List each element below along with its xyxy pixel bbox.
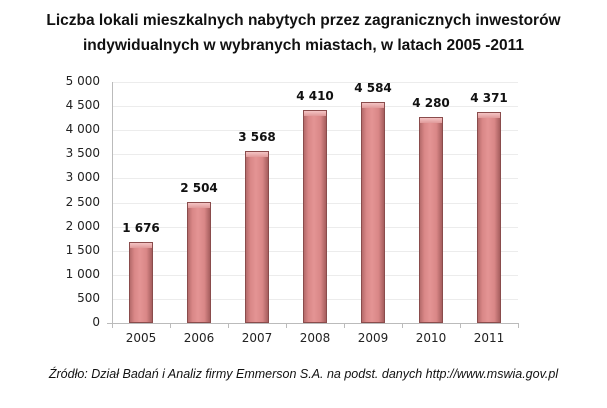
x-tick-mark	[286, 323, 287, 328]
x-tick-mark	[112, 323, 113, 328]
x-tick-mark	[228, 323, 229, 328]
y-axis	[112, 82, 113, 324]
bar-2005	[129, 242, 153, 323]
value-label: 4 410	[296, 89, 334, 103]
gridline	[112, 82, 518, 83]
chart-title-line-2: indywidualnych w wybranych miastach, w l…	[82, 37, 525, 54]
x-tick-mark	[344, 323, 345, 328]
y-tick-label: 1 500	[65, 243, 100, 257]
y-tick-label: 500	[77, 291, 100, 305]
x-tick-mark	[518, 323, 519, 328]
value-label: 4 371	[470, 91, 508, 105]
x-tick-label: 2008	[299, 331, 331, 345]
value-label: 4 584	[354, 81, 392, 95]
chart-title-line-1: Liczba lokali mieszkalnych nabytych prze…	[46, 12, 561, 29]
gridline	[112, 106, 518, 107]
bar-2009	[361, 102, 385, 323]
y-tick-label: 1 000	[65, 267, 100, 281]
y-tick-label: 2 500	[65, 195, 100, 209]
value-label: 2 504	[180, 181, 218, 195]
bar-2010	[419, 117, 443, 323]
x-tick-label: 2011	[473, 331, 505, 345]
x-tick-label: 2005	[125, 331, 157, 345]
x-tick-label: 2009	[357, 331, 389, 345]
bar-2008	[303, 110, 327, 323]
x-tick-mark	[402, 323, 403, 328]
x-tick-mark	[460, 323, 461, 328]
source-note: Źródło: Dział Badań i Analiz firmy Emmer…	[48, 367, 559, 381]
x-tick-label: 2010	[415, 331, 447, 345]
x-tick-mark	[170, 323, 171, 328]
y-tick-label: 2 000	[65, 219, 100, 233]
value-label: 3 568	[238, 130, 276, 144]
value-label: 4 280	[412, 96, 450, 110]
bar-2006	[187, 202, 211, 323]
bar-2007	[245, 151, 269, 323]
y-tick-label: 3 500	[65, 146, 100, 160]
value-label: 1 676	[122, 221, 160, 235]
y-tick-label: 4 000	[65, 122, 100, 136]
x-tick-label: 2007	[241, 331, 273, 345]
y-tick-label: 4 500	[65, 98, 100, 112]
y-tick-label: 3 000	[65, 170, 100, 184]
chart-title: Liczba lokali mieszkalnych nabytych prze…	[0, 8, 607, 58]
x-axis	[107, 323, 518, 324]
bar-2011	[477, 112, 501, 323]
y-tick-label: 0	[92, 315, 100, 329]
y-tick-label: 5 000	[65, 74, 100, 88]
x-tick-label: 2006	[183, 331, 215, 345]
